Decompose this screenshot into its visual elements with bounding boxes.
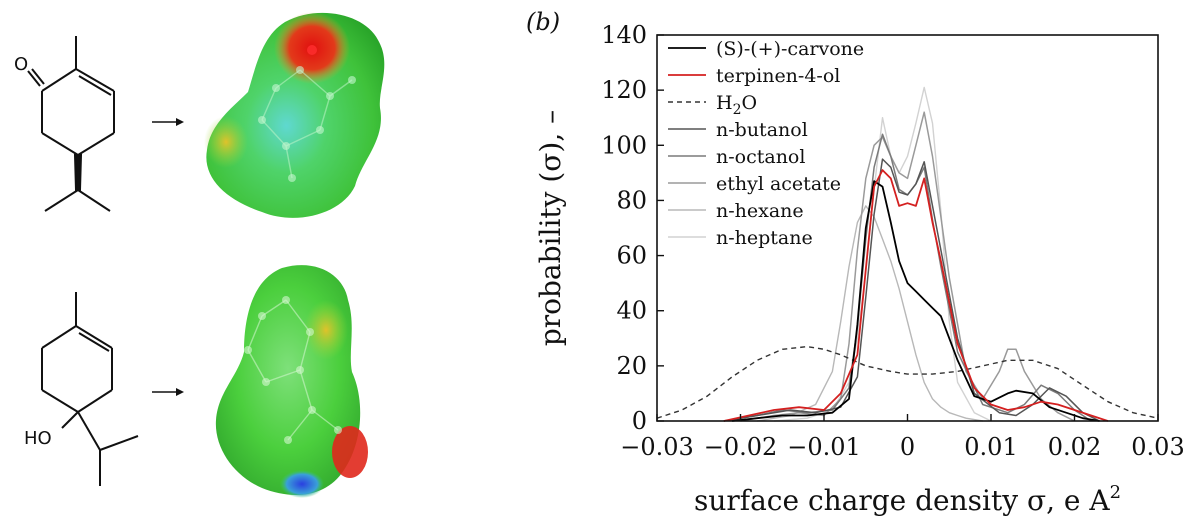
x-tick-label: 0.01: [964, 433, 1017, 461]
x-tick-label: 0.03: [1131, 433, 1184, 461]
x-axis-label-superscript: 2: [1110, 482, 1121, 503]
x-axis: −0.03 −0.02 −0.01 0 0.01 0.02 0.03: [620, 414, 1185, 461]
series-line-hexane: [757, 205, 983, 422]
legend-label-water: H2O: [716, 92, 757, 118]
legend-label-ethyl-acetate: ethyl acetate: [716, 173, 841, 195]
legend-label-octanol: n-octanol: [716, 146, 805, 168]
y-tick-label: 100: [601, 131, 647, 159]
legend-label-hexane: n-hexane: [716, 200, 804, 222]
series-line-water: [656, 345, 1159, 419]
series-layer: [656, 86, 1159, 422]
x-tick-label: −0.01: [787, 433, 861, 461]
y-tick-label: 40: [616, 297, 647, 325]
series-line-carvone: [732, 180, 1100, 422]
y-tick-label: 60: [616, 242, 647, 270]
legend-label-terpinenol: terpinen-4-ol: [716, 65, 840, 87]
terpinenol-hydroxyl-label: HO: [24, 428, 52, 449]
x-axis-label-main: surface charge density σ, e A: [694, 484, 1110, 517]
reaction-arrow-bottom: [152, 388, 184, 396]
y-axis: 0 20 40 60 80 100 120 140: [601, 21, 664, 435]
legend: (S)-(+)-carvone terpinen-4-ol H2On-butanol…: [668, 38, 864, 249]
plot-area: −0.03 −0.02 −0.01 0 0.01 0.02 0.03 0 20 40 60 80 10…: [601, 21, 1185, 461]
panel-label: (b): [526, 8, 560, 36]
reaction-arrow-top: [152, 118, 184, 126]
legend-label-carvone: (S)-(+)-carvone: [716, 38, 864, 60]
y-tick-label: 120: [601, 76, 647, 104]
terpinenol-structure: [41, 292, 139, 486]
x-tick-label: −0.02: [704, 433, 778, 461]
y-axis-label: probability (σ), –: [534, 110, 567, 346]
legend-label-butanol: n-butanol: [716, 119, 808, 141]
series-line-terpinenol: [723, 169, 1109, 422]
carvone-structure: [27, 36, 115, 212]
y-tick-label: 140: [601, 21, 647, 49]
x-axis-label: surface charge density σ, e A2: [694, 482, 1121, 517]
carvone-oxygen-label: O: [14, 54, 28, 75]
x-tick-label: −0.03: [620, 433, 694, 461]
x-tick-label: 0: [900, 433, 915, 461]
y-tick-label: 20: [616, 352, 647, 380]
y-tick-label: 80: [616, 186, 647, 214]
y-tick-label: 0: [632, 407, 647, 435]
x-tick-label: 0.02: [1048, 433, 1101, 461]
terpinenol-esp-surface: [215, 265, 368, 498]
carvone-esp-surface: [204, 12, 385, 218]
series-line-butanol: [723, 158, 1100, 422]
legend-label-heptane: n-heptane: [716, 227, 813, 249]
